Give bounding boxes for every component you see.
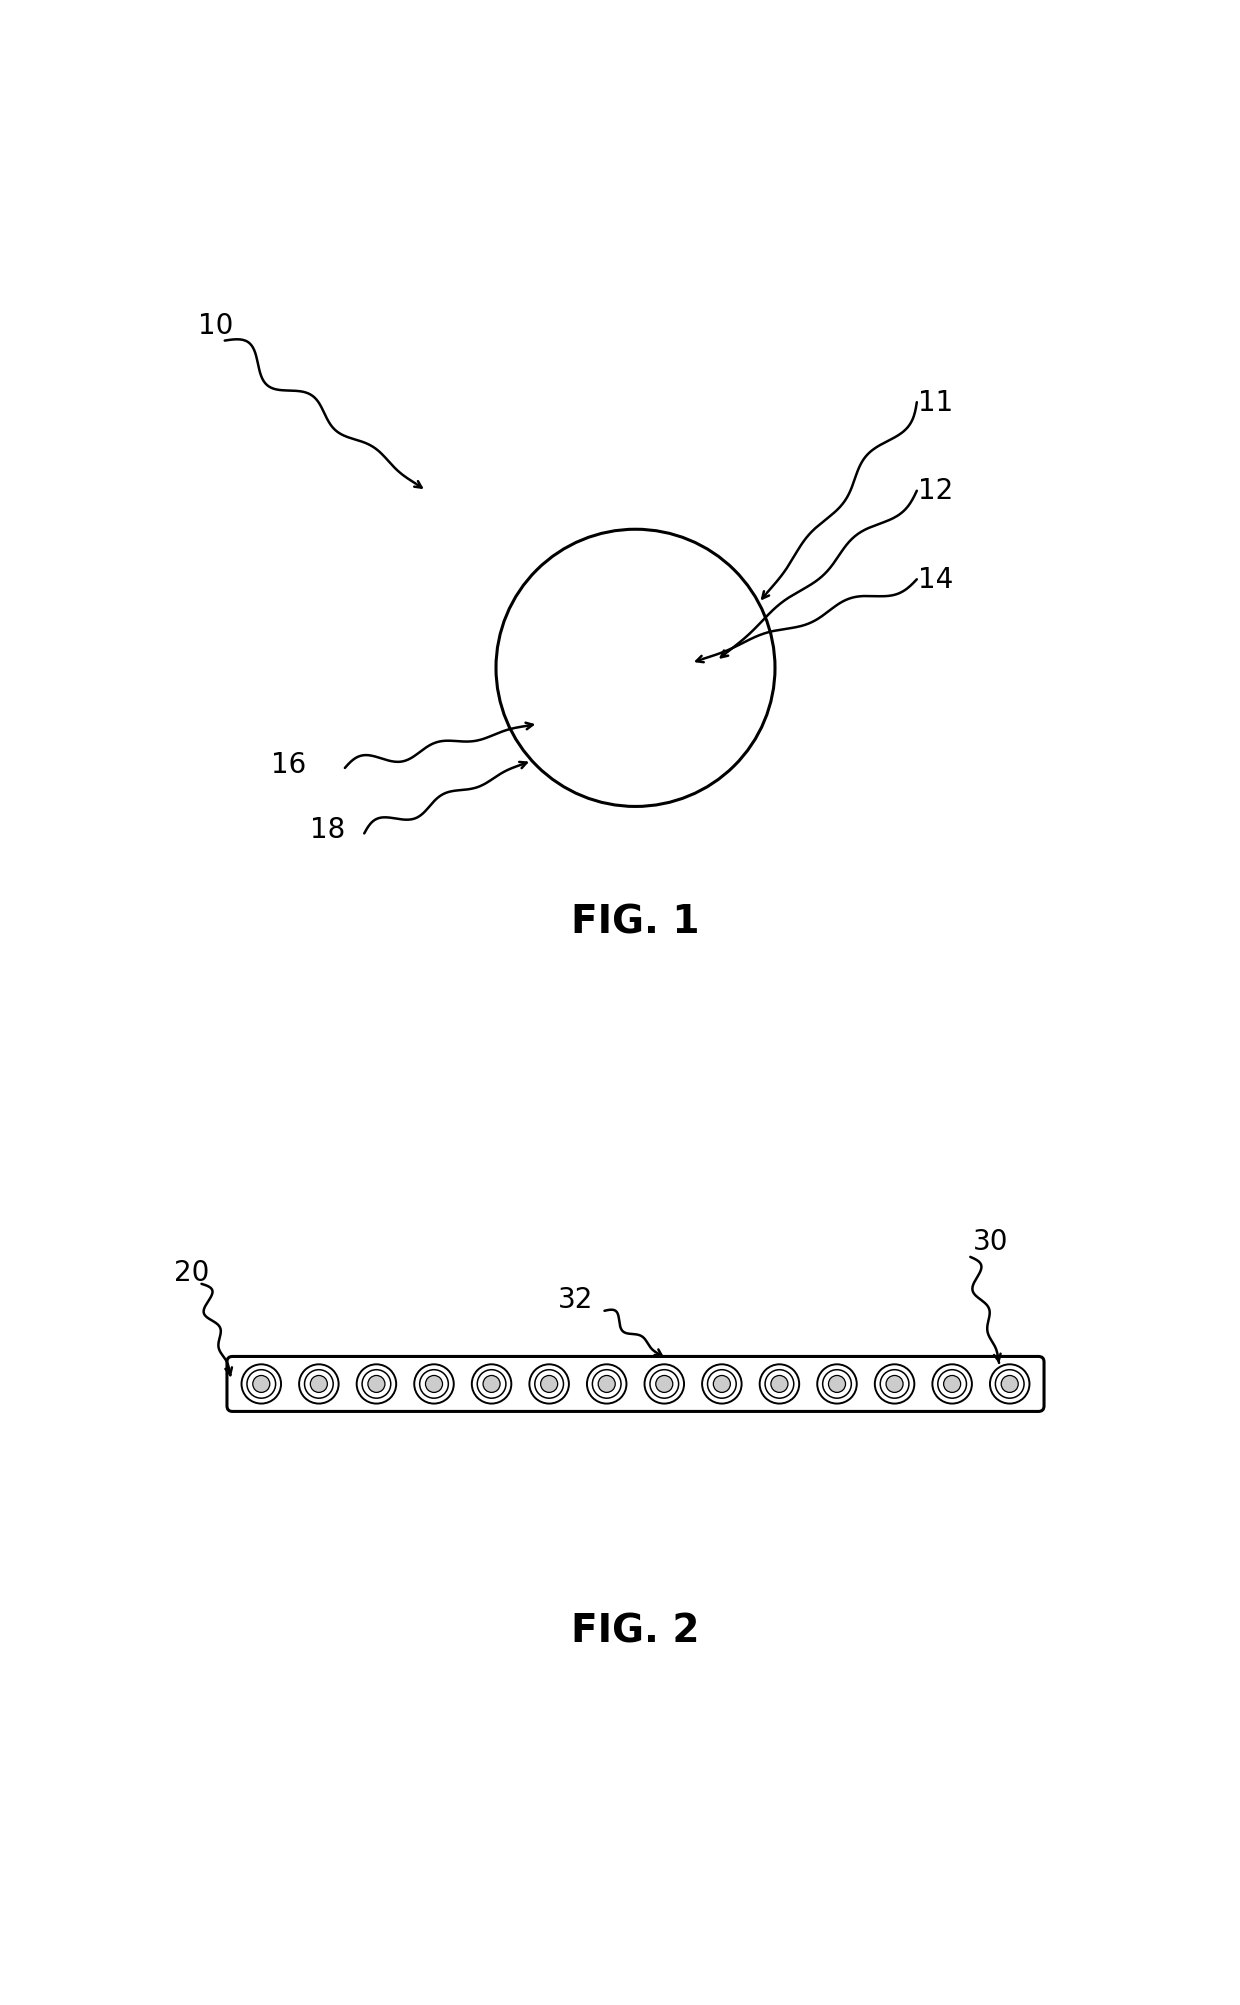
Circle shape bbox=[310, 1375, 327, 1393]
Circle shape bbox=[541, 1375, 558, 1393]
Circle shape bbox=[425, 1375, 443, 1393]
Circle shape bbox=[1001, 1375, 1018, 1393]
Circle shape bbox=[656, 1375, 673, 1393]
Circle shape bbox=[471, 1365, 511, 1404]
Text: 18: 18 bbox=[310, 816, 345, 844]
Text: 10: 10 bbox=[197, 311, 233, 339]
Circle shape bbox=[357, 1365, 397, 1404]
Circle shape bbox=[996, 1369, 1024, 1399]
Circle shape bbox=[828, 1375, 846, 1393]
Circle shape bbox=[554, 587, 717, 750]
Text: 14: 14 bbox=[919, 565, 954, 593]
Circle shape bbox=[362, 1369, 391, 1399]
Circle shape bbox=[414, 1365, 454, 1404]
Text: 20: 20 bbox=[175, 1259, 210, 1287]
Circle shape bbox=[817, 1365, 857, 1404]
Text: FIG. 2: FIG. 2 bbox=[572, 1612, 699, 1650]
FancyBboxPatch shape bbox=[227, 1357, 1044, 1412]
Text: 12: 12 bbox=[919, 477, 954, 505]
Circle shape bbox=[529, 1365, 569, 1404]
Circle shape bbox=[419, 1369, 449, 1399]
Circle shape bbox=[587, 1365, 626, 1404]
Text: 11: 11 bbox=[919, 389, 954, 417]
Circle shape bbox=[650, 1369, 678, 1399]
Circle shape bbox=[368, 1375, 384, 1393]
Circle shape bbox=[887, 1375, 903, 1393]
Circle shape bbox=[765, 1369, 794, 1399]
Circle shape bbox=[534, 1369, 563, 1399]
Circle shape bbox=[874, 1365, 914, 1404]
Circle shape bbox=[242, 1365, 281, 1404]
Text: 30: 30 bbox=[972, 1227, 1008, 1255]
Circle shape bbox=[822, 1369, 852, 1399]
Circle shape bbox=[702, 1365, 742, 1404]
Circle shape bbox=[603, 636, 668, 702]
Circle shape bbox=[708, 1369, 737, 1399]
Circle shape bbox=[760, 1365, 800, 1404]
Circle shape bbox=[523, 557, 748, 780]
Text: 16: 16 bbox=[272, 750, 306, 778]
Circle shape bbox=[598, 1375, 615, 1393]
Text: 32: 32 bbox=[558, 1285, 594, 1313]
Circle shape bbox=[305, 1369, 334, 1399]
Text: FIG. 1: FIG. 1 bbox=[572, 904, 699, 942]
Circle shape bbox=[496, 529, 775, 808]
Circle shape bbox=[477, 1369, 506, 1399]
Circle shape bbox=[299, 1365, 339, 1404]
Circle shape bbox=[247, 1369, 275, 1399]
Circle shape bbox=[937, 1369, 966, 1399]
Circle shape bbox=[645, 1365, 684, 1404]
Circle shape bbox=[944, 1375, 961, 1393]
Circle shape bbox=[713, 1375, 730, 1393]
Circle shape bbox=[880, 1369, 909, 1399]
Circle shape bbox=[580, 614, 692, 724]
Circle shape bbox=[484, 1375, 500, 1393]
Circle shape bbox=[253, 1375, 270, 1393]
Circle shape bbox=[990, 1365, 1029, 1404]
Circle shape bbox=[771, 1375, 787, 1393]
Circle shape bbox=[932, 1365, 972, 1404]
Circle shape bbox=[593, 1369, 621, 1399]
